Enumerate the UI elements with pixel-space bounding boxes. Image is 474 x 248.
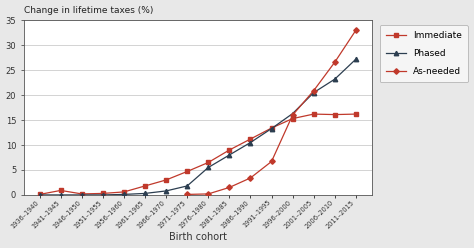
Immediate: [79, 192, 85, 195]
Line: As-needed: As-needed: [185, 28, 358, 196]
Immediate: [353, 113, 359, 116]
Phased: [227, 154, 232, 156]
As-needed: [227, 186, 232, 189]
Phased: [58, 193, 64, 196]
Phased: [311, 91, 317, 94]
As-needed: [290, 114, 295, 117]
As-needed: [269, 160, 274, 163]
Immediate: [311, 113, 317, 116]
Phased: [163, 189, 169, 192]
As-needed: [311, 89, 317, 92]
As-needed: [247, 177, 253, 180]
Phased: [121, 193, 127, 196]
Phased: [353, 58, 359, 61]
As-needed: [332, 61, 337, 64]
Text: Change in lifetime taxes (%): Change in lifetime taxes (%): [24, 6, 153, 15]
Phased: [332, 78, 337, 81]
Phased: [142, 192, 148, 195]
Immediate: [163, 179, 169, 182]
Phased: [37, 193, 43, 196]
Immediate: [227, 149, 232, 152]
Phased: [290, 112, 295, 115]
As-needed: [353, 29, 359, 32]
Immediate: [58, 189, 64, 192]
Immediate: [332, 113, 337, 116]
As-needed: [205, 192, 211, 195]
Immediate: [205, 161, 211, 164]
Phased: [184, 185, 190, 187]
As-needed: [184, 193, 190, 196]
Immediate: [184, 170, 190, 173]
Legend: Immediate, Phased, As-needed: Immediate, Phased, As-needed: [380, 25, 468, 83]
Immediate: [121, 190, 127, 193]
Immediate: [247, 138, 253, 141]
Immediate: [269, 126, 274, 129]
Phased: [79, 193, 85, 196]
Immediate: [142, 185, 148, 187]
X-axis label: Birth cohort: Birth cohort: [169, 232, 227, 243]
Immediate: [290, 117, 295, 120]
Immediate: [100, 192, 106, 195]
Phased: [205, 166, 211, 169]
Line: Immediate: Immediate: [38, 112, 358, 196]
Immediate: [37, 193, 43, 196]
Phased: [269, 127, 274, 130]
Phased: [100, 193, 106, 196]
Phased: [247, 141, 253, 144]
Line: Phased: Phased: [37, 57, 358, 197]
